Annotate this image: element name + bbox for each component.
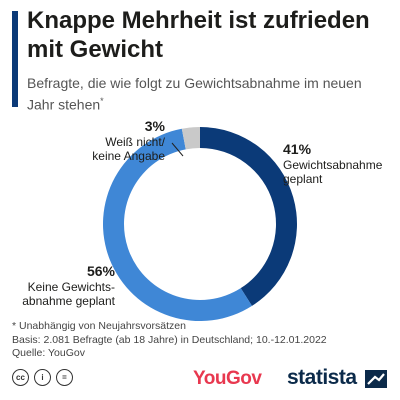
chart-subtitle: Befragte, die wie folgt zu Gewichtsabnah…	[27, 74, 387, 114]
slice-text-weight-loss-planned-1: Gewichtsabnahme	[283, 158, 383, 172]
slice-label-no-weight-loss: 56% Keine Gewichts- abnahme geplant	[5, 263, 115, 308]
slice-text-dont-know-2: keine Angabe	[92, 149, 165, 163]
statista-mark-icon	[365, 370, 387, 388]
footer-notes: * Unabhängig von Neujahrsvorsätzen Basis…	[12, 320, 327, 361]
yougov-logo[interactable]: YouGov	[193, 368, 262, 389]
slice-weight-loss-planned	[200, 127, 297, 306]
slice-label-weight-loss-planned: 41% Gewichtsabnahme geplant	[283, 141, 393, 186]
slice-text-weight-loss-planned-2: geplant	[283, 172, 323, 186]
chart-title: Knappe Mehrheit ist zufrieden mit Gewich…	[27, 7, 370, 63]
source-note: Quelle: YouGov	[12, 347, 85, 359]
slice-text-no-weight-loss-1: Keine Gewichts-	[27, 280, 115, 294]
license-icons: cc i =	[12, 369, 73, 386]
nd-icon[interactable]: =	[56, 369, 73, 386]
slice-dont-know	[181, 127, 200, 150]
cc-icon[interactable]: cc	[12, 369, 29, 386]
basis-note: Basis: 2.081 Befragte (ab 18 Jahre) in D…	[12, 333, 327, 346]
donut-slices	[102, 127, 297, 321]
footnote: * Unabhängig von Neujahrsvorsätzen	[12, 320, 186, 332]
by-icon[interactable]: i	[34, 369, 51, 386]
subtitle-text: Befragte, die wie folgt zu Gewichtsabnah…	[27, 75, 362, 113]
scale-icon	[158, 183, 240, 265]
statista-logo[interactable]: statista	[287, 366, 357, 389]
slice-no-weight-loss	[102, 128, 252, 321]
subtitle-footnote-mark: *	[100, 96, 104, 106]
title-accent-bar	[12, 11, 18, 107]
slice-value-dont-know: 3%	[144, 118, 165, 134]
slice-text-dont-know-1: Weiß nicht/	[105, 135, 165, 149]
leader-line-dont-know	[171, 142, 184, 157]
slice-value-no-weight-loss: 56%	[86, 263, 115, 279]
slice-text-no-weight-loss-2: abnahme geplant	[22, 294, 115, 308]
slice-label-dont-know: 3% Weiß nicht/ keine Angabe	[55, 118, 165, 163]
slice-value-weight-loss-planned: 41%	[283, 141, 312, 157]
